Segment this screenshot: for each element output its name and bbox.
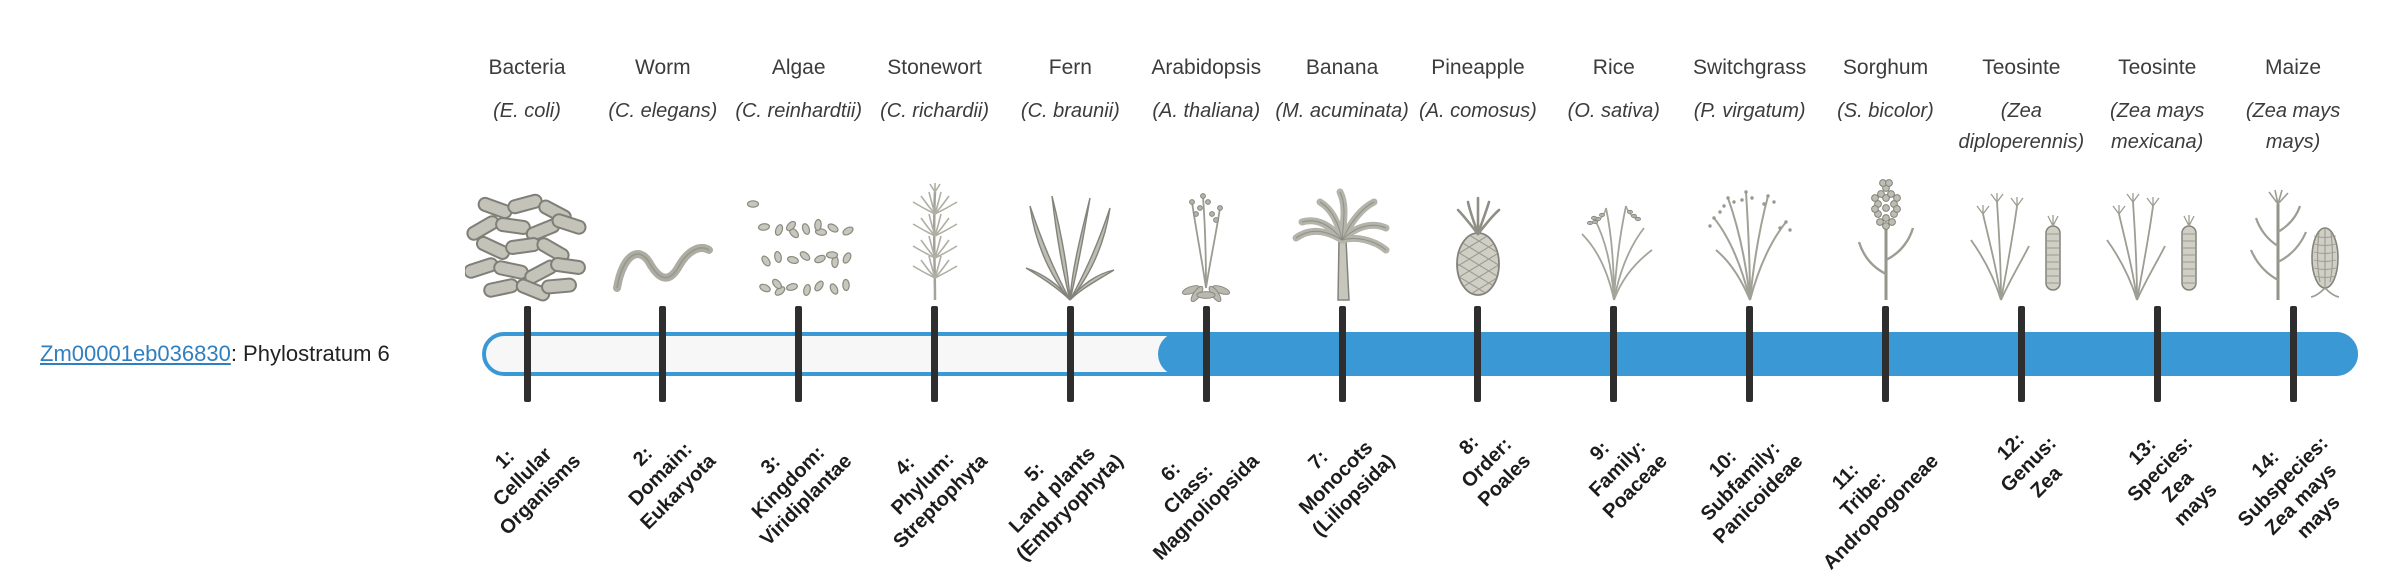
organism-scientific-name: (C. braunii) [1020, 100, 1120, 122]
organism-name: Teosinte [2118, 56, 2197, 79]
phylostratum-tick [1882, 306, 1889, 402]
bacteria-icon [465, 176, 589, 302]
phylostratum-tick [1066, 306, 1074, 402]
organism-scientific-name: (A. thaliana) [1152, 100, 1261, 122]
phylostratum-tick [1746, 306, 1754, 402]
organism-name: Stonewort [887, 56, 982, 79]
stratum-label: 5: Land plants (Embryophyta) [1005, 442, 1129, 566]
organism-name: Algae [771, 56, 826, 79]
teosinte-icon [2095, 176, 2219, 302]
stratum-label: 1: Cellular Organisms [488, 443, 585, 540]
worm-icon [601, 176, 725, 302]
stonewort-icon [873, 176, 997, 302]
organism-scientific-name: (Zea diploperennis) [1958, 100, 2085, 153]
phylostratum-tick [659, 306, 667, 402]
stratum-label: 10: Subfamily: Panicoideae [1696, 437, 1808, 549]
organism-name: Sorghum [1842, 56, 1929, 79]
phylostratum-tick [2153, 306, 2161, 402]
gene-label: Zm00001eb036830: Phylostratum 6 [40, 341, 390, 367]
stratum-label: 12: Genus: Zea [1993, 428, 2067, 503]
stratum-label: 6: Class: Magnoliopsida [1149, 450, 1264, 565]
stratum-label: 14: Subspecies: Zea mays mays [2234, 432, 2345, 544]
stratum-label: 9: Family: Poaceae [1584, 436, 1672, 524]
stratum-label: 4: Phylum: Streptophyta [887, 448, 993, 553]
arabidopsis-icon [1144, 176, 1268, 302]
stratum-label: 13: Species: Zea mays [2123, 432, 2222, 531]
organism-scientific-name: (E. coli) [493, 100, 561, 122]
organism-name: Pineapple [1431, 56, 1525, 79]
organism-name: Teosinte [1982, 56, 2061, 79]
phylostratum-tick [2017, 306, 2025, 402]
organism-name: Worm [635, 56, 691, 79]
stratum-label: 7: Monocots (Liliopsida) [1295, 436, 1400, 542]
organism-scientific-name: (O. sativa) [1567, 100, 1660, 122]
teosinte-icon [1959, 176, 2083, 302]
organism-name: Arabidopsis [1151, 56, 1262, 79]
phylostratum-tick [795, 306, 803, 402]
gene-link[interactable]: Zm00001eb036830 [40, 341, 231, 366]
pineapple-icon [1416, 176, 1540, 302]
organism-name: Switchgrass [1693, 56, 1807, 79]
organism-scientific-name: (C. reinhardtii) [735, 100, 863, 122]
organism-name: Maize [2265, 56, 2322, 79]
organism-scientific-name: (M. acuminata) [1275, 100, 1409, 122]
organism-scientific-name: (Zea mays mays) [2245, 100, 2341, 153]
phylostratum-tick [1202, 306, 1210, 402]
maize-icon [2231, 176, 2355, 302]
phylostratum-tick [1474, 306, 1482, 402]
switchgrass-icon [1688, 176, 1812, 302]
stratum-label: 2: Domain: Eukaryota [624, 438, 721, 535]
organism-scientific-name: (C. elegans) [608, 100, 718, 122]
sorghum-icon [1824, 176, 1948, 302]
organism-name: Bacteria [488, 56, 566, 79]
phylostratum-tick [523, 306, 531, 402]
banana-icon [1280, 176, 1404, 302]
organism-scientific-name: (P. virgatum) [1693, 100, 1806, 122]
organism-scientific-name: (A. comosus) [1419, 100, 1537, 122]
organism-name: Banana [1305, 56, 1379, 79]
stratum-label: 11: Tribe: Andropogoneae [1819, 450, 1944, 575]
stratum-label: 8: Order: Poales [1455, 431, 1536, 512]
phylostratum-tick [1338, 306, 1346, 402]
algae-icon [737, 176, 861, 302]
phylostratum-tick [2289, 306, 2297, 402]
rice-icon [1552, 176, 1676, 302]
fern-icon [1008, 176, 1132, 302]
phylostratum-tick [931, 306, 939, 402]
gene-phylostratum-text: : Phylostratum 6 [230, 341, 390, 366]
organism-name: Fern [1048, 56, 1092, 79]
stratum-label: 3: Kingdom: Viridiplantae [747, 441, 857, 551]
organism-scientific-name: (C. richardii) [880, 100, 989, 122]
organism-scientific-name: (Zea mays mexicana) [2109, 100, 2205, 153]
phylostratum-tick [1610, 306, 1618, 402]
organism-scientific-name: (S. bicolor) [1837, 100, 1934, 122]
organism-name: Rice [1592, 56, 1635, 79]
